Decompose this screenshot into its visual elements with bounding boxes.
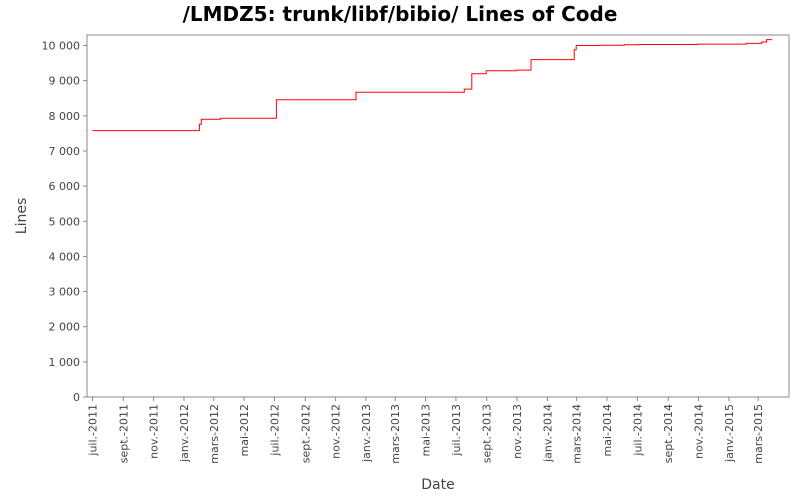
x-tick-label: juil.-2014 [631, 404, 644, 457]
y-tick-label: 3 000 [49, 286, 81, 299]
y-tick-label: 10 000 [42, 40, 81, 53]
x-tick-label: mars-2013 [389, 404, 402, 464]
x-tick-label: sept.-2012 [299, 404, 312, 463]
x-tick-label: juil.-2011 [86, 404, 99, 457]
chart-title: /LMDZ5: trunk/libf/bibio/ Lines of Code [182, 2, 618, 26]
plot-area [86, 34, 790, 398]
x-tick-label: sept.-2014 [662, 404, 675, 463]
x-tick-label: nov.-2013 [511, 404, 524, 459]
x-tick-label: mars-2015 [752, 404, 765, 464]
x-tick-label: mars-2014 [571, 404, 584, 464]
y-tick-label: 9 000 [49, 75, 81, 88]
x-tick-label: juil.-2013 [450, 404, 463, 457]
x-tick-label: nov.-2014 [693, 404, 706, 459]
x-tick-label: mai-2014 [601, 404, 614, 456]
x-tick-label: janv.-2012 [178, 404, 191, 463]
x-tick-label: janv.-2015 [723, 404, 736, 463]
x-axis: juil.-2011 sept.-2011 nov.-2011 janv.-2012 m… [86, 397, 765, 464]
x-tick-label: sept.-2011 [117, 404, 130, 463]
y-tick-label: 1 000 [49, 356, 81, 369]
y-axis-title: Lines [14, 198, 30, 234]
x-tick-label: nov.-2012 [330, 404, 343, 459]
x-axis-title: Date [421, 477, 454, 493]
x-tick-label: juil.-2012 [268, 404, 281, 457]
x-tick-label: mai-2013 [420, 404, 433, 456]
y-tick-label: 6 000 [49, 180, 81, 193]
y-tick-label: 2 000 [49, 321, 81, 334]
y-tick-label: 7 000 [49, 145, 81, 158]
x-tick-label: nov.-2011 [148, 404, 161, 459]
x-tick-label: mai-2012 [238, 404, 251, 456]
y-tick-label: 5 000 [49, 215, 81, 228]
y-tick-label: 4 000 [49, 250, 81, 263]
x-tick-label: janv.-2014 [541, 404, 554, 463]
x-tick-label: janv.-2013 [360, 404, 373, 463]
y-tick-label: 8 000 [49, 110, 81, 123]
y-tick-label: 0 [73, 391, 80, 404]
x-tick-label: sept.-2013 [481, 404, 494, 463]
y-axis: 0 1 000 2 000 3 000 4 000 5 000 6 000 7 000 8 00… [42, 40, 87, 404]
series-line [92, 39, 773, 132]
x-tick-label: mars-2012 [208, 404, 221, 464]
